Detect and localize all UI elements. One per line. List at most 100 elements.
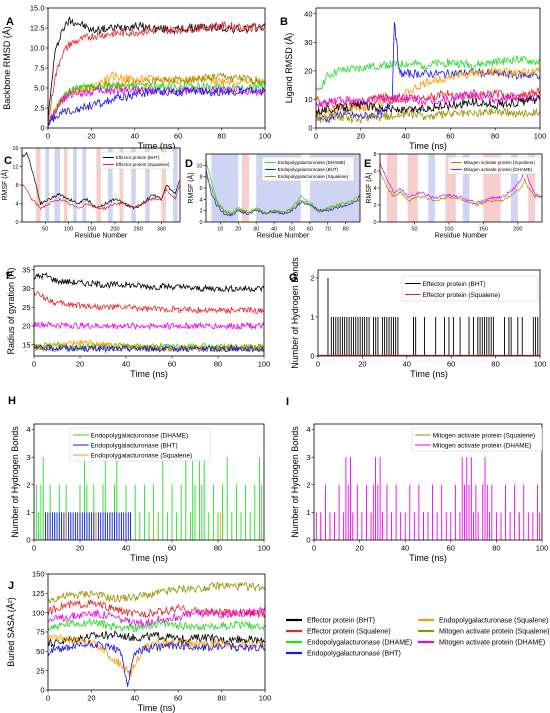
x-axis-label: Time (ns) bbox=[409, 141, 447, 151]
y-tick-label: 12.5 bbox=[30, 24, 45, 33]
highlight-band bbox=[73, 148, 77, 222]
x-tick-label: 0 bbox=[316, 360, 320, 369]
highlight-band bbox=[96, 148, 101, 222]
legend-label: Endopolygalacturonase (BHT) bbox=[278, 167, 339, 172]
x-tick-label: 40 bbox=[271, 227, 277, 233]
y-tick-label: 0 bbox=[40, 686, 44, 695]
y-tick-label: 0 bbox=[310, 352, 314, 361]
y-tick-label: 0 bbox=[40, 124, 44, 133]
y-tick-label: 30 bbox=[22, 284, 30, 293]
y-tick-label: 100 bbox=[32, 608, 45, 617]
series-4-line bbox=[316, 89, 540, 108]
x-tick-label: 200 bbox=[513, 227, 522, 233]
plot-area bbox=[48, 581, 265, 688]
x-tick-label: 100 bbox=[259, 694, 272, 703]
plot-area bbox=[315, 457, 541, 540]
y-tick-label: 6 bbox=[199, 186, 202, 192]
legend-label: Mitogen activate protein (Squalene) bbox=[464, 160, 536, 165]
highlight-band bbox=[82, 148, 87, 222]
legend-label: Mitogen activate protein (DHAME) bbox=[464, 167, 533, 172]
y-tick-label: 3 bbox=[306, 453, 310, 462]
highlight-band bbox=[45, 148, 49, 222]
legend-label: Endopolygalacturonase (Squalene) bbox=[91, 452, 193, 459]
panel-j: J 0 20 40 60 80 100 0 25 50 75 100 125 150 Time (ns) Bu… bbox=[6, 570, 271, 713]
panel-letter: G bbox=[289, 272, 298, 284]
highlight-band bbox=[407, 154, 418, 222]
x-axis-label: Time (ns) bbox=[410, 369, 448, 379]
y-axis-label: Buried SASA (Å²) bbox=[6, 597, 16, 667]
plot-area bbox=[22, 151, 180, 211]
y-tick-label: 2 bbox=[306, 480, 310, 489]
series-0-line bbox=[206, 159, 360, 216]
series-0-line bbox=[380, 170, 542, 207]
y-tick-label: 25 bbox=[36, 666, 44, 675]
y-tick-label: 3 bbox=[26, 453, 30, 462]
y-tick-label: 10.0 bbox=[30, 44, 45, 53]
series-4-line bbox=[48, 630, 265, 648]
plot-area bbox=[316, 22, 540, 124]
x-tick-label: 10 bbox=[217, 227, 223, 233]
x-tick-label: 150 bbox=[479, 227, 488, 233]
x-tick-label: 40 bbox=[122, 360, 130, 369]
axes-frame bbox=[317, 269, 541, 357]
y-axis-label: Ligand RMSD (Å) bbox=[284, 33, 294, 104]
highlight-band bbox=[241, 154, 249, 222]
plot-area bbox=[34, 272, 264, 354]
legend-box bbox=[69, 427, 211, 462]
legend: Mitogen activate protein (Squalene) Mitog… bbox=[411, 427, 543, 452]
legend-label: Mitogen activate protein (DHAME) bbox=[439, 640, 545, 647]
y-tick-label: 4 bbox=[15, 201, 18, 207]
x-tick-label: 0 bbox=[32, 544, 36, 553]
x-tick-label: 20 bbox=[76, 544, 84, 553]
y-tick-label: 10 bbox=[196, 163, 202, 169]
y-axis-label: RMSF (Å) bbox=[0, 169, 9, 200]
y-tick-label: 75 bbox=[36, 628, 44, 637]
y-tick-label: 16 bbox=[12, 146, 18, 152]
x-tick-label: 150 bbox=[87, 227, 96, 233]
plot-area bbox=[380, 161, 542, 207]
panel-letter: J bbox=[8, 580, 14, 592]
x-tick-label: 40 bbox=[131, 694, 139, 703]
x-axis-label: Time (ns) bbox=[138, 141, 176, 151]
x-axis-label: Time (ns) bbox=[130, 369, 168, 379]
series-6-line bbox=[316, 107, 540, 124]
series-2-line bbox=[48, 606, 265, 628]
x-tick-label: 20 bbox=[235, 227, 241, 233]
x-axis-label: Time (ns) bbox=[138, 703, 176, 713]
panel-letter: B bbox=[280, 16, 288, 28]
highlight-band bbox=[145, 148, 150, 222]
y-tick-label: 4 bbox=[306, 425, 310, 434]
y-tick-label: 2 bbox=[373, 203, 376, 209]
x-tick-label: 40 bbox=[401, 544, 409, 553]
legend-j: Effector protein (BHT) Effector protein (… bbox=[286, 618, 550, 658]
x-tick-label: 300 bbox=[157, 227, 166, 233]
y-tick-label: 6 bbox=[373, 169, 376, 175]
y-tick-label: 0 bbox=[15, 220, 18, 226]
x-tick-label: 50 bbox=[42, 227, 48, 233]
x-axis-label: Residue Number bbox=[257, 232, 310, 239]
highlight-band bbox=[462, 154, 470, 222]
y-tick-label: 2 bbox=[26, 480, 30, 489]
x-tick-label: 0 bbox=[32, 360, 36, 369]
y-tick-label: 8 bbox=[199, 175, 202, 181]
legend-label: Endopolygalacturonase (BHT) bbox=[307, 651, 401, 658]
y-tick-label: 30 bbox=[304, 38, 312, 47]
legend-box bbox=[99, 151, 175, 170]
series-3-line bbox=[48, 618, 265, 633]
y-tick-label: 0 bbox=[373, 220, 376, 226]
x-tick-label: 0 bbox=[312, 544, 316, 553]
series-2-line bbox=[34, 320, 264, 331]
highlight-band bbox=[131, 148, 136, 222]
axes-frame bbox=[313, 423, 543, 541]
y-tick-label: 2.5 bbox=[34, 104, 44, 113]
legend-label: Effector protein (BHT) bbox=[307, 618, 375, 625]
legend-box bbox=[401, 275, 539, 302]
series-5-line bbox=[316, 94, 540, 116]
y-tick-label: 8 bbox=[15, 183, 18, 189]
legend-label: Effector protein (Squalene) bbox=[116, 162, 170, 167]
panel-c: C 50 100 150 200 250 300 0 4 8 12 16 Residue Number R… bbox=[0, 146, 181, 239]
series-1-line bbox=[48, 20, 265, 126]
panel-letter: H bbox=[8, 395, 16, 407]
x-tick-label: 20 bbox=[357, 132, 365, 141]
